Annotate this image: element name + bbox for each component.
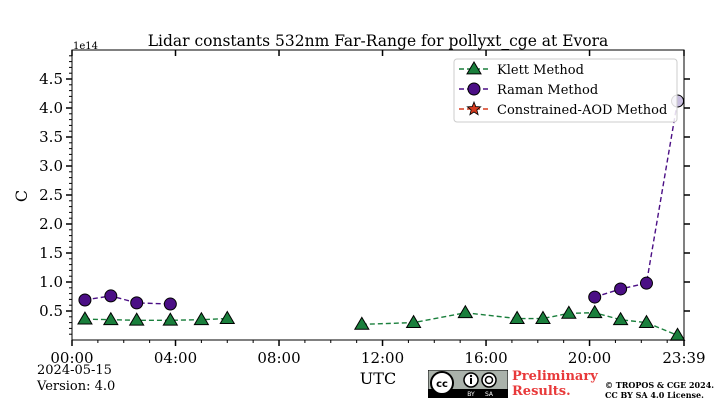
klett-method-point: [162, 312, 179, 326]
y-tick-label: 1.0: [39, 273, 63, 291]
klett-method-point: [509, 310, 525, 324]
copyright-note: © TROPOS & CGE 2024. CC BY SA 4.0 Licens…: [605, 380, 714, 400]
legend-box: [453, 58, 678, 123]
cc-icon: [430, 371, 454, 395]
klett-method-point: [586, 304, 603, 319]
x-axis-label: UTC: [360, 369, 396, 388]
date-text: 2024-05-15: [37, 363, 112, 378]
raman-method-point: [104, 289, 118, 303]
chart-title: Lidar constants 532nm Far-Range for poll…: [148, 32, 609, 50]
x-tick-label: 00:00: [50, 349, 93, 367]
y-axis-label: C: [12, 190, 31, 202]
legend-label-klett-method: Klett Method: [497, 63, 584, 78]
y-axis-multiplier: 1e14: [73, 41, 98, 52]
klett-method-point: [193, 311, 210, 326]
share-alike-icon: [481, 372, 497, 388]
raman-method-line: [594, 100, 679, 298]
x-tick-label: 16:00: [464, 349, 507, 367]
y-tick-label: 3.5: [39, 128, 63, 146]
cc-text: cc: [436, 379, 448, 390]
y-tick-label: 2.0: [39, 215, 63, 233]
legend-marker-klett-method: [466, 61, 482, 75]
x-tick-label: 23:39: [662, 349, 705, 367]
cc-sa-text: SA: [485, 391, 494, 398]
klett-method-point: [77, 311, 93, 325]
klett-method-point: [638, 314, 655, 328]
raman-method-point: [588, 290, 602, 304]
legend: Klett Method Raman Method Constrained-AOD …: [453, 58, 678, 123]
klett-method-point: [669, 327, 686, 341]
klett-method-point: [560, 305, 577, 319]
raman-method-line: [84, 295, 171, 305]
klett-method-point: [219, 310, 236, 324]
raman-method-point: [130, 296, 144, 310]
cc-license-badge: cc BY SA: [428, 370, 508, 398]
y-tick-label: 2.5: [39, 186, 63, 204]
raman-method-point: [163, 297, 177, 311]
cc-by-text: BY: [467, 391, 475, 398]
klett-method-line: [361, 312, 678, 337]
x-tick-label: 12:00: [361, 349, 404, 367]
y-tick-label: 4.0: [39, 99, 63, 117]
klett-method-point: [405, 314, 422, 328]
legend-label-raman-method: Raman Method: [497, 83, 598, 98]
y-tick-label: 0.5: [39, 302, 63, 320]
klett-method-point: [535, 310, 551, 324]
klett-method-point: [612, 311, 629, 326]
date-version-block: 2024-05-15 Version: 4.0: [37, 363, 115, 395]
x-tick-label: 04:00: [154, 349, 197, 367]
y-tick-label: 4.5: [39, 70, 63, 88]
klett-method-point: [102, 311, 119, 326]
preliminary-line-1: Preliminary: [512, 369, 598, 384]
klett-method-point: [128, 312, 145, 326]
raman-method-point: [78, 293, 92, 307]
raman-method-point: [614, 282, 628, 296]
preliminary-results-note: Preliminary Results.: [512, 369, 598, 399]
legend-marker-constrained-aod-method: [466, 100, 482, 116]
y-tick-label: 1.5: [39, 244, 63, 262]
x-tick-label: 20:00: [568, 349, 611, 367]
version-text: Version: 4.0: [37, 379, 116, 394]
copyright-line-1: © TROPOS & CGE 2024.: [605, 380, 715, 390]
copyright-line-2: CC BY SA 4.0 License.: [605, 390, 704, 400]
klett-method-point: [457, 304, 474, 319]
klett-method-point: [353, 316, 370, 330]
legend-marker-raman-method: [467, 82, 481, 96]
legend-label-constrained-aod-method: Constrained-AOD Method: [497, 103, 667, 118]
x-tick-label: 08:00: [257, 349, 300, 367]
raman-method-point: [639, 276, 653, 290]
preliminary-line-2: Results.: [512, 384, 571, 399]
y-tick-label: 3.0: [39, 157, 63, 175]
